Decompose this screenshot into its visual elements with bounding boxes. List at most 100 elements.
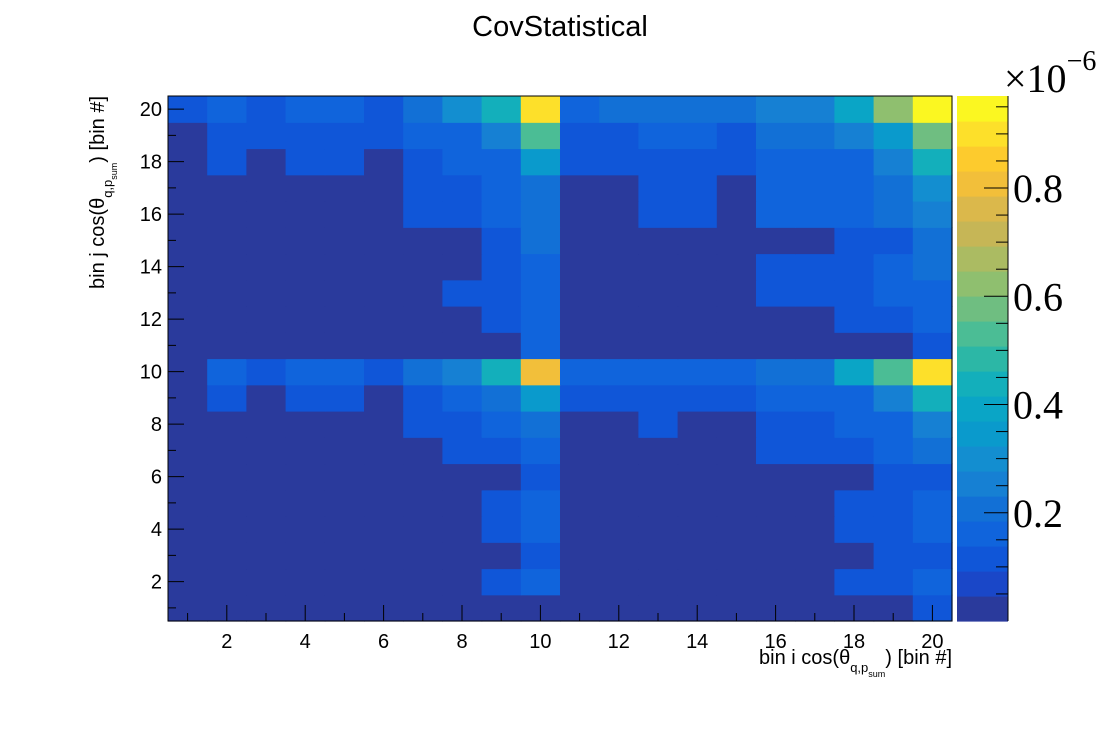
heatmap-cell [285, 489, 326, 517]
heatmap-cell [481, 306, 522, 333]
color-scale-axis: 0.2 0.4 0.6 0.8 [984, 106, 1063, 595]
heatmap-cell [481, 358, 522, 386]
heatmap-cell [207, 253, 247, 281]
x-tick-label: 8 [456, 631, 467, 653]
heatmap-cell [873, 96, 914, 123]
heatmap-cell [677, 384, 718, 412]
heatmap-cell [638, 122, 679, 150]
heatmap-cell [873, 122, 914, 150]
heatmap-cell [638, 489, 679, 517]
heatmap-cell [246, 516, 287, 543]
heatmap-cell [873, 384, 914, 412]
heatmap-cell [795, 306, 835, 333]
heatmap-cell [560, 516, 600, 543]
heatmap-cell [246, 253, 287, 281]
heatmap-cell [246, 174, 287, 202]
heatmap-cell [756, 411, 796, 438]
heatmap-cell [873, 516, 914, 543]
x-tick-label: 4 [300, 631, 311, 653]
heatmap-cell [403, 201, 443, 228]
heatmap-cell [677, 122, 718, 150]
heatmap-cell [364, 122, 404, 150]
heatmap-cell [285, 174, 326, 202]
heatmap-cell [716, 568, 757, 596]
heatmap-cell [403, 332, 443, 360]
heatmap-cell [442, 332, 483, 360]
heatmap-cell [716, 174, 757, 202]
heatmap-cell [912, 174, 953, 202]
heatmap-cell [285, 306, 326, 333]
heatmap-cell [912, 568, 953, 596]
heatmap-cell [912, 516, 953, 543]
heatmap-cell [677, 437, 718, 465]
heatmap-cell [834, 384, 875, 412]
heatmap-cell [756, 516, 796, 543]
heatmap-cell [677, 489, 718, 517]
heatmap-cell [756, 122, 796, 150]
heatmap-cell [520, 358, 561, 386]
heatmap-cell [403, 148, 443, 176]
x-tick-label: 18 [843, 631, 865, 653]
heatmap-cell [207, 358, 247, 386]
color-scale-step [957, 396, 1008, 422]
heatmap-cell [716, 463, 757, 491]
x-axis-label-sub: q,p [850, 660, 868, 675]
heatmap-cell [560, 148, 600, 176]
heatmap-cell [481, 568, 522, 596]
heatmap-cell [599, 332, 639, 360]
heatmap-cell [285, 253, 326, 281]
heatmap-cell [834, 96, 875, 123]
heatmap-cell [207, 463, 247, 491]
y-tick-label: 18 [140, 152, 162, 174]
heatmap-cell [834, 411, 875, 438]
heatmap-cell [756, 279, 796, 307]
heatmap-cell [873, 332, 914, 360]
heatmap-cell [324, 332, 365, 360]
color-scale-tick-label: 0.4 [1013, 383, 1063, 428]
heatmap-cell [638, 96, 679, 123]
heatmap-cell [795, 332, 835, 360]
heatmap-cell [560, 437, 600, 465]
heatmap-cell [520, 122, 561, 150]
heatmap-cell [716, 516, 757, 543]
heatmap-cell [756, 96, 796, 123]
heatmap-cell [638, 227, 679, 255]
heatmap-cell [795, 411, 835, 438]
heatmap-cell [599, 358, 639, 386]
heatmap-cell [246, 201, 287, 228]
heatmap-cell [756, 306, 796, 333]
heatmap-cell [638, 148, 679, 176]
heatmap-cell [324, 96, 365, 123]
heatmap-cell [716, 253, 757, 281]
heatmap-cell [599, 96, 639, 123]
heatmap-cell [481, 148, 522, 176]
y-tick-label: 12 [140, 309, 162, 331]
heatmap-cell [599, 516, 639, 543]
heatmap-cell [324, 227, 365, 255]
heatmap-cell [403, 174, 443, 202]
heatmap-cell [481, 463, 522, 491]
heatmap-cell [912, 279, 953, 307]
heatmap-cell [599, 463, 639, 491]
heatmap-cell [481, 96, 522, 123]
heatmap-cell [207, 437, 247, 465]
heatmap-cell [364, 96, 404, 123]
heatmap-cell [873, 358, 914, 386]
heatmap-cell [481, 516, 522, 543]
heatmap-cell [364, 358, 404, 386]
heatmap-cell [324, 463, 365, 491]
heatmap-cell [403, 411, 443, 438]
heatmap-cell [442, 437, 483, 465]
heatmap-cell [599, 148, 639, 176]
heatmap-cell [324, 384, 365, 412]
heatmap-cell [560, 358, 600, 386]
plot-frame [167, 95, 953, 622]
heatmap-cell [324, 174, 365, 202]
heatmap-cell [716, 384, 757, 412]
heatmap-cell [481, 542, 522, 570]
color-scale-step [957, 546, 1008, 572]
heatmap-cell [364, 384, 404, 412]
heatmap-cell [716, 227, 757, 255]
y-tick-label: 20 [140, 99, 162, 121]
heatmap-cell [246, 437, 287, 465]
